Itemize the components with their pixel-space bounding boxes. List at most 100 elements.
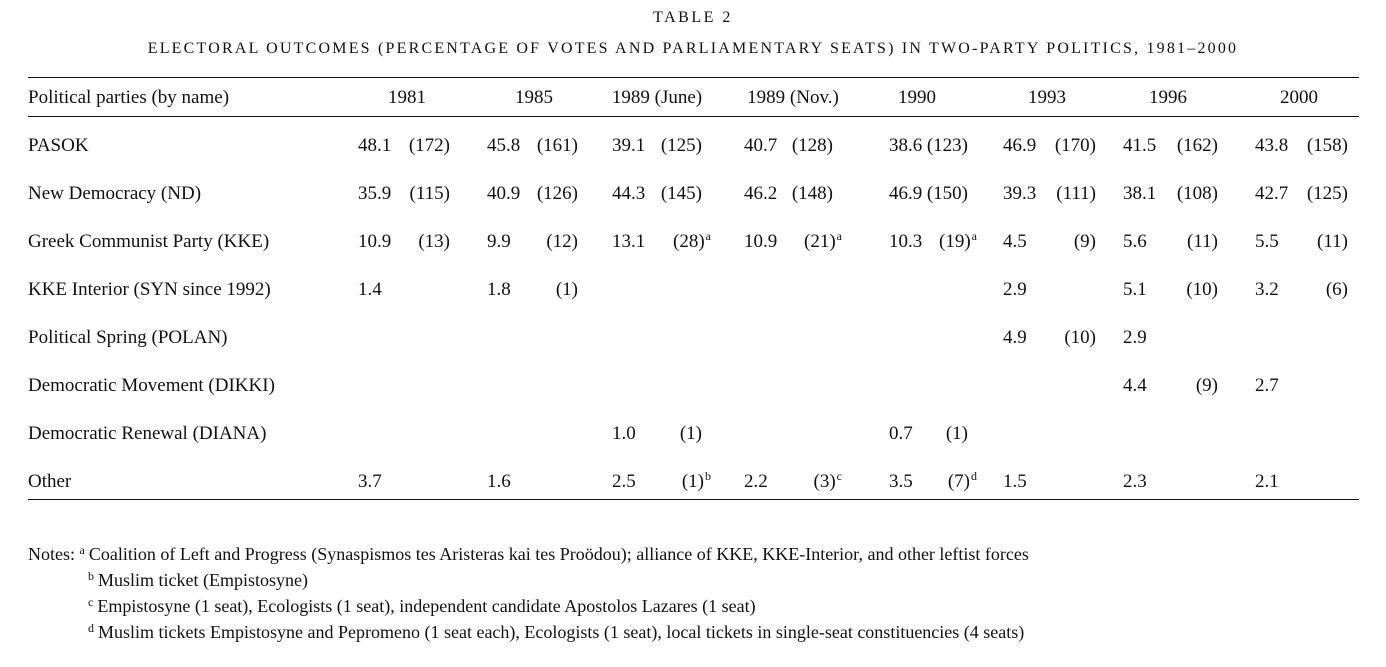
seat-count-text: (170) — [1054, 135, 1096, 156]
seat-count: (172) — [409, 135, 450, 157]
party-name: Greek Communist Party (KKE) — [28, 231, 270, 252]
vote-percentage: 1.8 — [487, 279, 511, 300]
seat-count-text: (6) — [1325, 279, 1348, 300]
seat-count: (170) — [1055, 135, 1096, 157]
vote-percentage: 45.8 — [487, 135, 521, 156]
party-name: KKE Interior (SYN since 1992) — [28, 279, 271, 300]
seat-count: (7)d — [947, 469, 977, 494]
seat-count-text: (10) — [1186, 279, 1218, 300]
seat-count-text: (1) — [555, 279, 578, 300]
vote-percentage: 10.9 — [744, 231, 778, 252]
note-item: d Muslim tickets Empistosyne and Pepromen… — [28, 620, 1029, 646]
seat-count: (10) — [1186, 279, 1218, 301]
seat-count-text: (115) — [409, 183, 450, 204]
vote-percentage: 5.6 — [1123, 231, 1147, 252]
table-title: ELECTORAL OUTCOMES (PERCENTAGE OF VOTES … — [147, 40, 1239, 57]
top-rule — [28, 77, 1359, 78]
vote-percentage: 9.9 — [487, 231, 511, 252]
seat-count-text: (162) — [1176, 135, 1218, 156]
vote-percentage: 4.4 — [1123, 375, 1147, 396]
seat-count-text: (13) — [418, 231, 450, 252]
seat-count: (1)b — [681, 469, 711, 494]
vote-percentage: 5.5 — [1255, 231, 1279, 252]
seat-count-text: (123) — [926, 135, 968, 156]
seat-count: (11) — [1187, 231, 1218, 253]
year-header: 1990 — [898, 87, 936, 108]
seat-count-text: (1) — [681, 471, 704, 492]
vote-percentage: 41.5 — [1123, 135, 1157, 156]
vote-percentage: 1.4 — [358, 279, 382, 300]
seat-count: (148) — [792, 183, 833, 205]
seat-count: (108) — [1177, 183, 1218, 205]
seat-count-text: (161) — [536, 135, 578, 156]
note-mark: c — [88, 595, 94, 609]
seat-count: (126) — [537, 183, 578, 205]
vote-percentage: 1.5 — [1003, 471, 1027, 492]
vote-percentage: 2.9 — [1003, 279, 1027, 300]
vote-percentage: 1.0 — [612, 423, 636, 444]
seat-count: (1) — [680, 423, 702, 445]
seat-count-text: (145) — [660, 183, 702, 204]
note-mark: b — [88, 569, 94, 583]
vote-percentage: 35.9 — [358, 183, 392, 204]
note-item: c Empistosyne (1 seat), Ecologists (1 sea… — [28, 594, 1029, 620]
year-header: 1985 — [515, 87, 553, 108]
party-column-header: Political parties (by name) — [28, 87, 230, 108]
table-notes: Notes: a Coalition of Left and Progress (… — [28, 542, 1029, 646]
seat-count-text: (21) — [804, 231, 836, 252]
year-header: 1993 — [1028, 87, 1066, 108]
seat-count-text: (7) — [947, 471, 970, 492]
vote-percentage: 10.9 — [358, 231, 392, 252]
vote-percentage: 39.1 — [612, 135, 646, 156]
vote-percentage: 48.1 — [358, 135, 392, 156]
vote-percentage: 10.3 — [889, 231, 923, 252]
note-item: Notes: a Coalition of Left and Progress (… — [28, 542, 1029, 568]
seat-count: (111) — [1056, 183, 1096, 205]
year-header: 1981 — [388, 87, 426, 108]
notes-prefix: Notes: — [28, 544, 75, 564]
footnote-marker: d — [971, 469, 977, 483]
note-text: Muslim ticket (Empistosyne) — [98, 570, 308, 590]
vote-percentage: 40.9 — [487, 183, 521, 204]
seat-count-text: (150) — [926, 183, 968, 204]
seat-count: (145) — [661, 183, 702, 205]
vote-percentage: 43.8 — [1255, 135, 1289, 156]
vote-percentage: 40.7 — [744, 135, 778, 156]
seat-count-text: (9) — [1073, 231, 1096, 252]
vote-percentage: 38.6 — [889, 135, 923, 156]
seat-count: (115) — [410, 183, 450, 205]
note-text: Muslim tickets Empistosyne and Pepromeno… — [98, 622, 1025, 642]
vote-percentage: 38.1 — [1123, 183, 1157, 204]
vote-percentage: 1.6 — [487, 471, 511, 492]
seat-count-text: (148) — [791, 183, 833, 204]
seat-count: (3)c — [813, 469, 842, 494]
vote-percentage: 2.2 — [744, 471, 768, 492]
seat-count: (6) — [1326, 279, 1348, 301]
seat-count: (162) — [1177, 135, 1218, 157]
seat-count-text: (158) — [1306, 135, 1348, 156]
year-header: 2000 — [1280, 87, 1318, 108]
vote-percentage: 2.9 — [1123, 327, 1147, 348]
seat-count-text: (1) — [945, 423, 968, 444]
footnote-marker: b — [705, 469, 711, 483]
seat-count: (9) — [1196, 375, 1218, 397]
seat-count: (150) — [927, 183, 968, 205]
seat-count-text: (3) — [813, 471, 836, 492]
note-text: Empistosyne (1 seat), Ecologists (1 seat… — [97, 596, 756, 616]
vote-percentage: 5.1 — [1123, 279, 1147, 300]
party-name: Political Spring (POLAN) — [28, 327, 228, 348]
vote-percentage: 3.2 — [1255, 279, 1279, 300]
note-item: b Muslim ticket (Empistosyne) — [28, 568, 1029, 594]
vote-percentage: 4.5 — [1003, 231, 1027, 252]
seat-count: (158) — [1307, 135, 1348, 157]
seat-count-text: (28) — [673, 231, 705, 252]
seat-count: (11) — [1317, 231, 1348, 253]
vote-percentage: 2.5 — [612, 471, 636, 492]
year-header: 1989 (Nov.) — [747, 87, 839, 108]
vote-percentage: 2.7 — [1255, 375, 1279, 396]
seat-count: (1) — [946, 423, 968, 445]
seat-count: (28)a — [673, 229, 711, 254]
seat-count: (123) — [927, 135, 968, 157]
seat-count-text: (11) — [1317, 231, 1348, 252]
party-name: Democratic Renewal (DIANA) — [28, 423, 267, 444]
